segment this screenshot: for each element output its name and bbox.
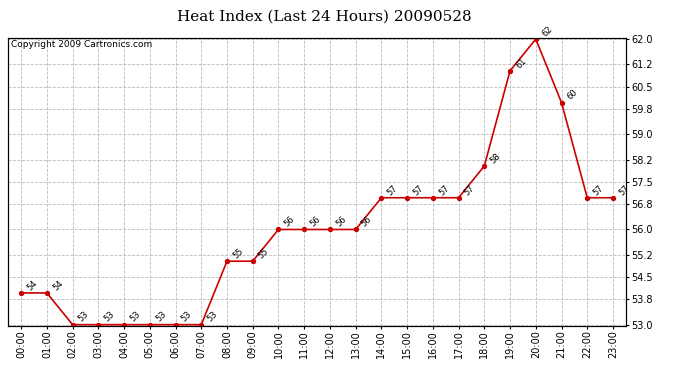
Text: 57: 57 [591,183,605,197]
Text: 57: 57 [386,183,400,197]
Text: 54: 54 [51,278,65,292]
Text: 56: 56 [359,215,374,229]
Text: 58: 58 [489,152,502,165]
Text: 53: 53 [103,310,117,324]
Text: 53: 53 [179,310,194,324]
Text: 55: 55 [257,247,270,260]
Text: 53: 53 [128,310,142,324]
Text: 56: 56 [334,215,348,229]
Text: 57: 57 [411,183,425,197]
Text: 61: 61 [514,56,528,70]
Text: 60: 60 [566,88,580,102]
Text: 53: 53 [77,310,90,324]
Text: 54: 54 [26,278,39,292]
Text: 57: 57 [617,183,631,197]
Text: Heat Index (Last 24 Hours) 20090528: Heat Index (Last 24 Hours) 20090528 [177,9,471,23]
Text: 53: 53 [206,310,219,324]
Text: 55: 55 [231,247,245,260]
Text: 57: 57 [463,183,477,197]
Text: 56: 56 [308,215,322,229]
Text: 56: 56 [283,215,297,229]
Text: Copyright 2009 Cartronics.com: Copyright 2009 Cartronics.com [11,40,152,50]
Text: 62: 62 [540,24,554,38]
Text: 57: 57 [437,183,451,197]
Text: 53: 53 [154,310,168,324]
